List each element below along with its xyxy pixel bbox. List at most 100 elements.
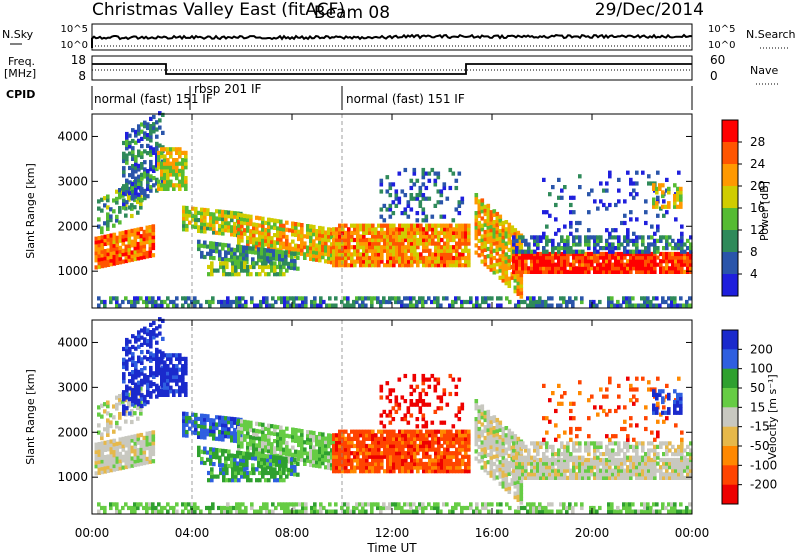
power-cell bbox=[560, 235, 564, 240]
power-cell bbox=[668, 266, 672, 271]
power-cell bbox=[371, 234, 375, 239]
velocity-cell bbox=[188, 415, 192, 421]
velocity-cell bbox=[467, 436, 471, 441]
power-cell bbox=[410, 255, 414, 261]
power-cell bbox=[563, 249, 567, 254]
power-cell bbox=[662, 269, 666, 274]
power-cell bbox=[137, 149, 141, 154]
power-cell bbox=[532, 299, 536, 305]
velocity-cell bbox=[133, 411, 137, 416]
velocity-cell bbox=[140, 335, 144, 340]
velocity-cell bbox=[221, 423, 225, 428]
velocity-cell bbox=[489, 452, 494, 457]
power-cell bbox=[236, 259, 240, 264]
power-cell bbox=[142, 233, 147, 238]
power-cell bbox=[106, 216, 110, 221]
power-cell bbox=[605, 238, 609, 243]
power-cell bbox=[155, 145, 159, 150]
power-cell bbox=[545, 262, 549, 267]
power-cell bbox=[172, 161, 176, 166]
velocity-cell bbox=[185, 411, 189, 417]
power-cell bbox=[486, 264, 491, 270]
power-cell bbox=[578, 220, 582, 226]
power-cell bbox=[632, 259, 636, 264]
velocity-cell bbox=[231, 467, 235, 472]
power-cell bbox=[131, 149, 135, 154]
velocity-cell bbox=[533, 472, 537, 477]
velocity-cell bbox=[155, 369, 159, 374]
power-cell bbox=[545, 269, 549, 274]
power-cell bbox=[356, 259, 360, 264]
power-cell bbox=[650, 235, 654, 240]
velocity-cell bbox=[149, 340, 153, 345]
power-cell bbox=[97, 199, 101, 204]
velocity-cell bbox=[251, 456, 255, 461]
velocity-cell bbox=[353, 433, 357, 438]
velocity-cell bbox=[458, 461, 462, 467]
velocity-cell bbox=[221, 415, 225, 420]
power-cell bbox=[233, 229, 237, 234]
velocity-cell bbox=[130, 409, 134, 414]
power-cell bbox=[321, 255, 325, 260]
power-cell bbox=[446, 237, 450, 243]
power-cell bbox=[620, 255, 624, 260]
velocity-cell bbox=[434, 454, 438, 459]
power-cell bbox=[178, 183, 182, 188]
velocity-cell bbox=[419, 436, 423, 441]
power-cell bbox=[371, 241, 375, 246]
velocity-cell bbox=[303, 440, 307, 445]
velocity-cell bbox=[501, 455, 506, 460]
power-cell bbox=[383, 245, 387, 250]
power-cell bbox=[434, 234, 438, 239]
velocity-cell bbox=[146, 382, 150, 387]
velocity-cell bbox=[356, 436, 360, 441]
velocity-cell bbox=[191, 412, 195, 417]
power-cell bbox=[467, 263, 471, 268]
velocity-cell bbox=[281, 456, 285, 461]
power-cell bbox=[614, 255, 618, 260]
velocity-cell bbox=[134, 346, 138, 351]
power-cell bbox=[343, 296, 347, 301]
power-cell bbox=[276, 237, 280, 242]
power-cell bbox=[240, 238, 244, 243]
velocity-cell bbox=[178, 374, 182, 379]
velocity-cell bbox=[464, 461, 468, 467]
power-cell bbox=[401, 259, 405, 264]
power-cell bbox=[94, 243, 99, 248]
power-cell bbox=[674, 217, 678, 222]
power-cell bbox=[118, 231, 123, 236]
power-cell bbox=[140, 187, 144, 192]
velocity-cell bbox=[137, 402, 141, 407]
velocity-cell bbox=[486, 409, 491, 414]
power-cell bbox=[512, 235, 516, 240]
power-cell bbox=[359, 241, 363, 246]
power-cell bbox=[446, 245, 450, 250]
power-cell bbox=[262, 299, 266, 305]
power-cell bbox=[632, 188, 636, 193]
power-cell bbox=[335, 245, 339, 250]
power-cell bbox=[412, 182, 417, 187]
power-cell bbox=[258, 237, 262, 242]
velocity-cell bbox=[246, 445, 250, 450]
velocity-cell bbox=[213, 474, 217, 479]
power-cell bbox=[335, 263, 339, 268]
velocity-cell bbox=[133, 448, 138, 453]
velocity-cell bbox=[130, 438, 135, 443]
station-title: Christmas Valley East (fitACF) bbox=[92, 0, 345, 20]
power-cell bbox=[620, 259, 624, 264]
velocity-cell bbox=[237, 478, 241, 483]
power-cell bbox=[661, 183, 665, 188]
velocity-cell bbox=[145, 456, 150, 461]
power-cell bbox=[324, 234, 328, 239]
velocity-cell bbox=[112, 467, 117, 472]
velocity-cell bbox=[122, 379, 126, 384]
velocity-cell bbox=[100, 466, 105, 471]
power-cell bbox=[686, 269, 690, 274]
power-cell bbox=[572, 242, 576, 247]
velocity-cell bbox=[389, 451, 393, 456]
power-cell bbox=[608, 202, 612, 208]
velocity-cell bbox=[115, 452, 120, 457]
velocity-cell bbox=[249, 427, 253, 433]
velocity-cell bbox=[385, 395, 390, 400]
power-cell bbox=[122, 155, 126, 160]
